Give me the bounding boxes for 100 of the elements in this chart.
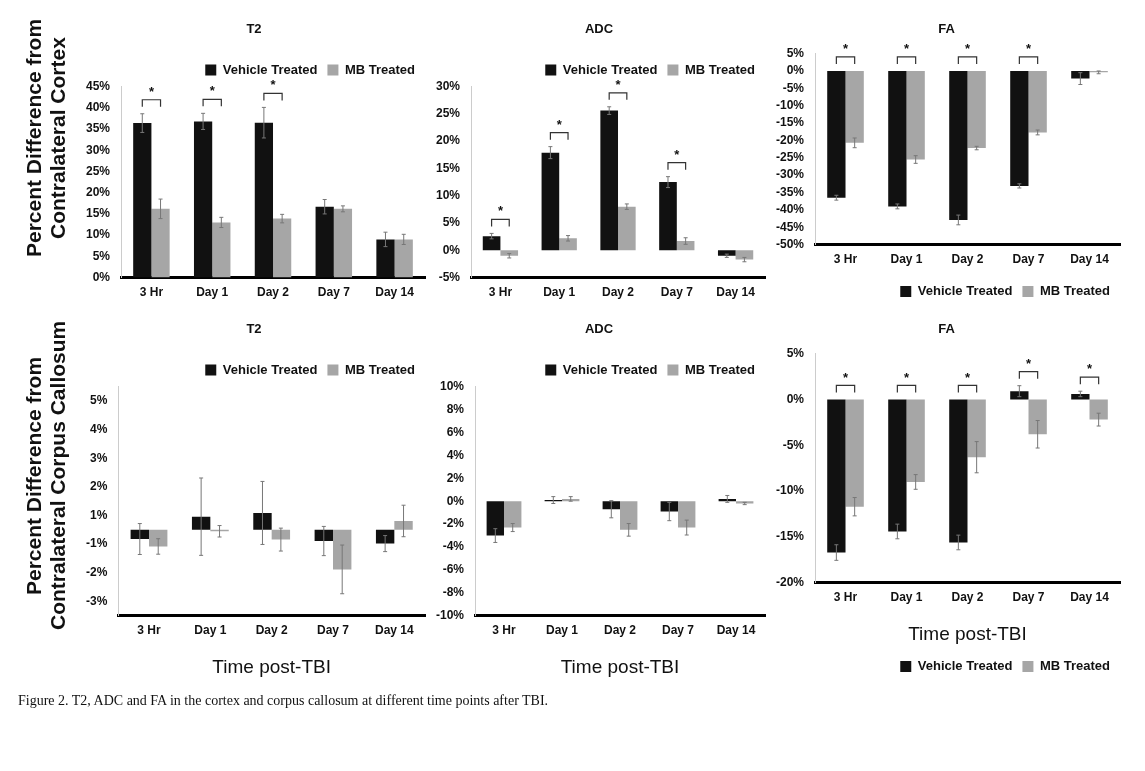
x-tick-label: 3 Hr <box>492 623 517 638</box>
y-tick-label: 5% <box>786 345 805 360</box>
x-tick-label: 3 Hr <box>139 285 164 300</box>
y-tick-label: 45% <box>85 78 111 93</box>
caption: Figure 2. T2, ADC and FA in the cortex and corpus callosum at different time points after TBI. <box>18 693 550 709</box>
x-tick-label: Day 14 <box>374 623 414 638</box>
legend-label: MB Treated <box>684 361 756 377</box>
y-tick-label: -10% <box>436 608 465 623</box>
y-tick-label: -5% <box>782 80 805 95</box>
y-tick-label: 25% <box>85 163 111 178</box>
y-tick-label: -20% <box>776 132 805 147</box>
legend-label: Vehicle Treated <box>917 283 1013 299</box>
y-tick-label: -3% <box>86 593 108 608</box>
y-tick-label: 30% <box>85 142 111 157</box>
x-tick-label: Day 14 <box>1070 252 1110 267</box>
annotation: * <box>1025 41 1032 57</box>
annotation: * <box>903 369 910 385</box>
x-tick-label: Day 1 <box>890 252 923 267</box>
x-tick-label: Day 2 <box>603 623 637 638</box>
y-tick-label: 5% <box>92 248 111 263</box>
y-tick-label: -4% <box>442 539 465 554</box>
annotation: * <box>842 41 849 57</box>
y-tick-label: 15% <box>85 206 111 221</box>
y-tick-label: 0% <box>786 63 805 78</box>
annotation: * <box>615 76 622 92</box>
y-tick-label: 8% <box>446 401 465 416</box>
annotation: * <box>148 83 155 99</box>
x-axis-title: Time post-TBI <box>560 655 680 677</box>
y-tick-label: 2% <box>446 470 465 485</box>
y-tick-label: 35% <box>85 121 111 136</box>
y-tick-label: 15% <box>435 160 461 175</box>
annotation: * <box>964 369 971 385</box>
x-tick-label: Day 2 <box>601 285 635 300</box>
y-tick-label: -5% <box>782 437 805 452</box>
chart-title: ADC <box>584 321 614 337</box>
y-tick-label: -50% <box>776 236 805 251</box>
legend-label: Vehicle Treated <box>562 361 658 377</box>
y-tick-label: 5% <box>90 393 108 408</box>
annotation: * <box>964 41 971 57</box>
x-tick-label: Day 14 <box>716 623 756 638</box>
annotation: * <box>674 146 681 162</box>
x-tick-label: Day 1 <box>545 623 579 638</box>
y-tick-label: -15% <box>776 529 805 544</box>
y-axis-title: Percent Difference from Contralateral Cortex <box>21 17 70 260</box>
y-tick-label: -1% <box>86 536 108 551</box>
legend-label: MB Treated <box>344 361 416 377</box>
chart-title: T2 <box>246 21 262 37</box>
y-tick-label: -2% <box>86 565 108 580</box>
x-tick-label: Day 2 <box>951 252 984 267</box>
y-tick-label: -10% <box>776 483 805 498</box>
x-tick-label: Day 1 <box>890 590 923 605</box>
annotation: * <box>270 77 277 93</box>
y-tick-label: 25% <box>435 106 461 121</box>
x-tick-label: Day 2 <box>256 285 290 300</box>
x-tick-label: Day 2 <box>255 623 288 638</box>
y-tick-label: 20% <box>85 185 111 200</box>
x-tick-label: Day 7 <box>1012 590 1045 605</box>
x-axis-title: Time post-TBI <box>908 622 1027 644</box>
x-tick-label: 3 Hr <box>833 252 858 267</box>
y-tick-label: -30% <box>776 167 805 182</box>
annotation: * <box>209 83 216 99</box>
y-tick-label: -40% <box>776 202 805 217</box>
annotation: * <box>556 116 563 132</box>
x-axis-title: Time post-TBI <box>212 655 331 677</box>
x-tick-label: Day 2 <box>951 590 984 605</box>
legend-label: Vehicle Treated <box>222 61 318 77</box>
y-tick-label: -6% <box>442 562 465 577</box>
chart-title: ADC <box>584 21 614 37</box>
y-tick-label: 0% <box>92 269 111 284</box>
x-tick-label: 3 Hr <box>137 623 162 638</box>
y-tick-label: 3% <box>90 450 108 465</box>
y-tick-label: 4% <box>90 421 108 436</box>
legend-label: MB Treated <box>1039 658 1111 674</box>
y-tick-label: 0% <box>442 242 461 257</box>
y-axis-title: Percent Difference from Contralateral Corpus Callosum <box>21 319 70 633</box>
chart-title: FA <box>938 321 956 337</box>
legend-label: Vehicle Treated <box>222 361 318 377</box>
x-tick-label: Day 14 <box>716 285 756 300</box>
y-tick-label: 20% <box>435 133 461 148</box>
y-tick-label: 0% <box>786 391 805 406</box>
x-tick-label: Day 7 <box>317 285 351 300</box>
y-tick-label: -2% <box>442 516 465 531</box>
annotation: * <box>903 41 910 57</box>
annotation: * <box>497 203 504 219</box>
y-tick-label: 5% <box>442 215 461 230</box>
y-tick-label: -20% <box>776 575 805 590</box>
y-tick-label: 10% <box>435 188 461 203</box>
y-tick-label: 40% <box>85 100 111 115</box>
x-tick-label: Day 7 <box>661 623 695 638</box>
y-tick-label: 5% <box>786 45 805 60</box>
y-tick-label: 4% <box>446 447 465 462</box>
legend-label: MB Treated <box>344 61 416 77</box>
y-tick-label: 30% <box>435 78 461 93</box>
y-tick-label: -35% <box>776 184 805 199</box>
y-tick-label: -5% <box>438 269 461 284</box>
x-tick-label: Day 14 <box>375 285 415 300</box>
annotation: * <box>842 369 849 385</box>
y-tick-label: 6% <box>446 424 465 439</box>
x-tick-label: 3 Hr <box>488 285 513 300</box>
y-tick-label: -8% <box>442 585 465 600</box>
